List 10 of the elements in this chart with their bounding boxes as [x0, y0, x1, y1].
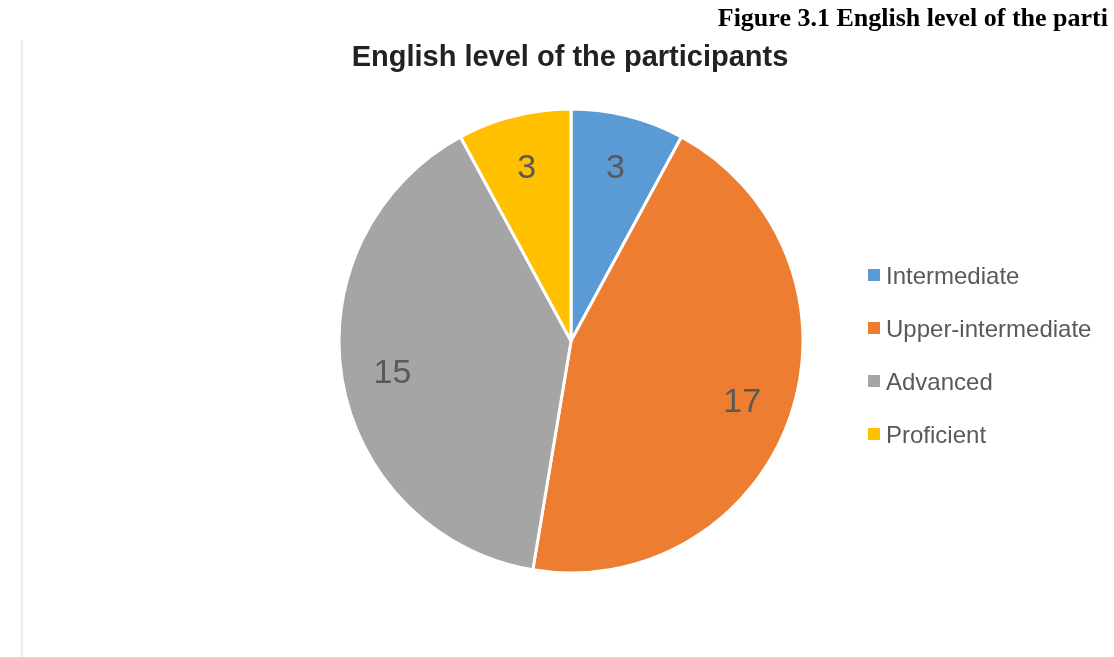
data-label: 3 — [605, 146, 625, 185]
chart-title: English level of the participants — [351, 40, 789, 72]
legend-label: Upper-intermediate — [886, 314, 1092, 342]
legend-label: Advanced — [886, 367, 993, 395]
data-label: 17 — [723, 380, 762, 419]
data-label: 15 — [373, 351, 412, 390]
caption: Figure 3.1 English level of the parti — [717, 3, 1108, 32]
legend-label: Proficient — [886, 420, 987, 448]
data-label: 3 — [517, 146, 537, 185]
legend-label: Intermediate — [886, 261, 1020, 289]
